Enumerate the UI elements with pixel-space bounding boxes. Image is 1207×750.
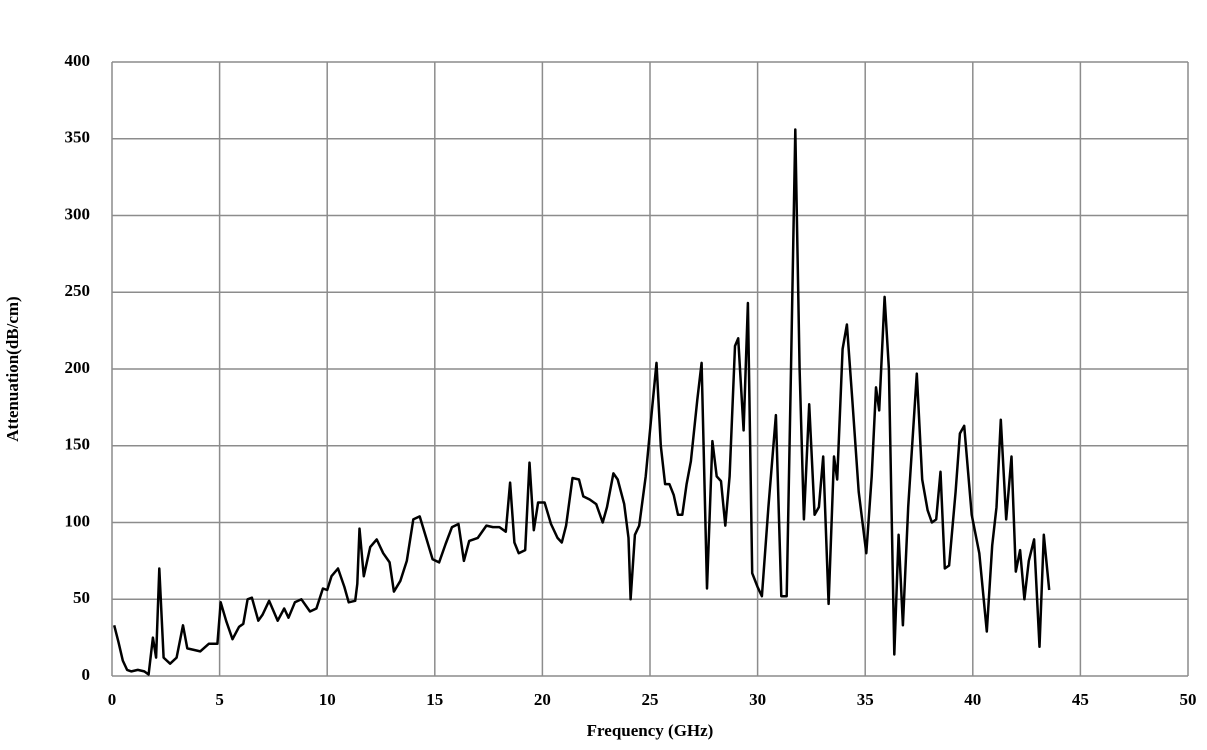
y-tick-label: 250 xyxy=(65,281,91,300)
y-axis-label: Attenuation(dB/cm) xyxy=(3,296,22,441)
y-tick-label: 0 xyxy=(82,665,91,684)
x-axis-label: Frequency (GHz) xyxy=(587,721,714,740)
x-tick-label: 25 xyxy=(642,690,659,709)
y-tick-label: 300 xyxy=(65,204,91,223)
x-tick-label: 20 xyxy=(534,690,551,709)
x-tick-label: 45 xyxy=(1072,690,1089,709)
x-tick-label: 5 xyxy=(215,690,224,709)
x-tick-label: 40 xyxy=(964,690,981,709)
y-tick-label: 200 xyxy=(65,358,91,377)
data-line xyxy=(112,128,1051,676)
y-tick-label: 100 xyxy=(65,511,91,530)
x-tick-label: 50 xyxy=(1180,690,1197,709)
x-tick-label: 35 xyxy=(857,690,874,709)
y-tick-label: 350 xyxy=(65,128,91,147)
x-tick-label: 10 xyxy=(319,690,336,709)
y-tick-label: 150 xyxy=(65,435,91,454)
y-tick-label: 400 xyxy=(65,51,91,70)
x-tick-label: 30 xyxy=(749,690,766,709)
y-tick-label: 50 xyxy=(73,588,90,607)
x-tick-label: 15 xyxy=(426,690,443,709)
x-tick-label: 0 xyxy=(108,690,117,709)
